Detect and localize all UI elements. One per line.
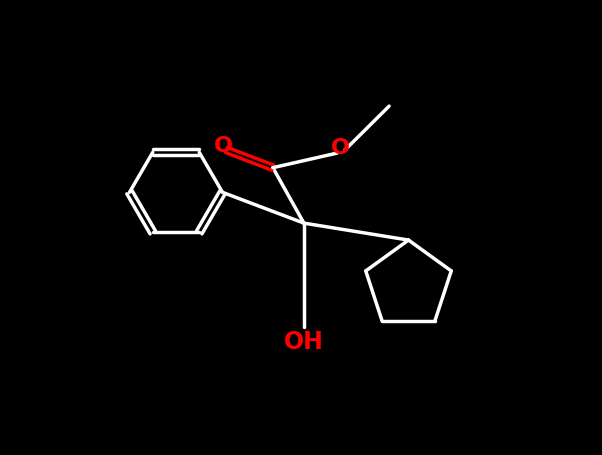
Text: O: O	[214, 136, 233, 156]
Text: OH: OH	[284, 329, 324, 353]
Text: O: O	[331, 137, 350, 157]
